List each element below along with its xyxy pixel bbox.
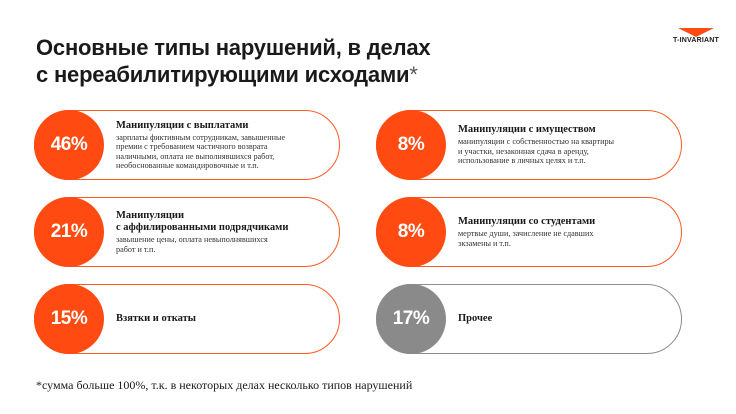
card-heading: Манипуляции с выплатами <box>116 119 249 131</box>
desc-line: премии с требованием частичного возврата <box>116 142 268 151</box>
card-text: Прочее <box>458 284 674 354</box>
card-heading: Манипуляции с аффилированными подрядчика… <box>116 210 332 234</box>
heading-line: Манипуляции <box>116 210 185 221</box>
percent-circle: 21% <box>34 197 104 267</box>
title-line-1: Основные типы нарушений, в делах <box>36 35 431 60</box>
heading-line: с аффилированными подрядчиками <box>116 222 289 233</box>
percent-circle: 8% <box>376 110 446 180</box>
desc-line: наличными, оплата не выполнявшихся работ… <box>116 151 275 161</box>
logo-text: T-INVARIANT <box>672 37 719 44</box>
card-heading: Прочее <box>458 313 493 324</box>
card-text: Манипуляции со студентами мертвые души, … <box>458 197 674 267</box>
desc-line: и участки, незаконная сдача в аренду, <box>458 146 589 156</box>
logo: T-INVARIANT <box>666 28 726 50</box>
card-description: зарплаты фиктивным сотрудникам, завышенн… <box>116 133 332 171</box>
card-heading: Взятки и откаты <box>116 313 196 324</box>
page-title: Основные типы нарушений, в делах с нереа… <box>36 34 596 88</box>
card-description: манипуляции с собственностью на квартиры… <box>458 137 674 166</box>
percent-circle: 46% <box>34 110 104 180</box>
logo-triangle-icon <box>678 28 714 37</box>
desc-line: использование в личных целях и т.п. <box>458 156 586 166</box>
card-description: завышение цены, оплата невыполнявшихся р… <box>116 235 332 254</box>
desc-line: работ и т.п. <box>116 244 156 254</box>
footnote: *сумма больше 100%, т.к. в некоторых дел… <box>36 378 413 392</box>
card-description: мертвые души, зачисление не сдавших экза… <box>458 229 674 248</box>
desc-line: мертвые души, зачисление не сдавших <box>458 229 594 238</box>
card-text: Манипуляции с имуществом манипуляции с с… <box>458 110 674 180</box>
card-text: Манипуляции с выплатами зарплаты фиктивн… <box>116 110 332 180</box>
card-text: Взятки и откаты <box>116 284 332 354</box>
card-text: Манипуляции с аффилированными подрядчика… <box>116 197 332 267</box>
desc-line: зарплаты фиктивным сотрудникам, завышенн… <box>116 132 286 142</box>
title-asterisk: * <box>409 62 418 87</box>
percent-circle: 15% <box>34 284 104 354</box>
card-heading: Манипуляции со студентами <box>458 216 596 227</box>
desc-line: завышение цены, оплата невыполнявшихся <box>116 235 268 244</box>
title-line-2-text: с нереабилитирующими исходами <box>36 62 410 87</box>
title-line-2: с нереабилитирующими исходами* <box>36 61 596 88</box>
percent-circle: 17% <box>376 284 446 354</box>
percent-circle: 8% <box>376 197 446 267</box>
desc-line: экзамены и т.п. <box>458 238 511 248</box>
card-heading: Манипуляции с имуществом <box>458 124 596 136</box>
desc-line: манипуляции с собственностью на квартиры <box>458 137 615 147</box>
desc-line: необоснованные командировочные и т.п. <box>116 161 259 170</box>
